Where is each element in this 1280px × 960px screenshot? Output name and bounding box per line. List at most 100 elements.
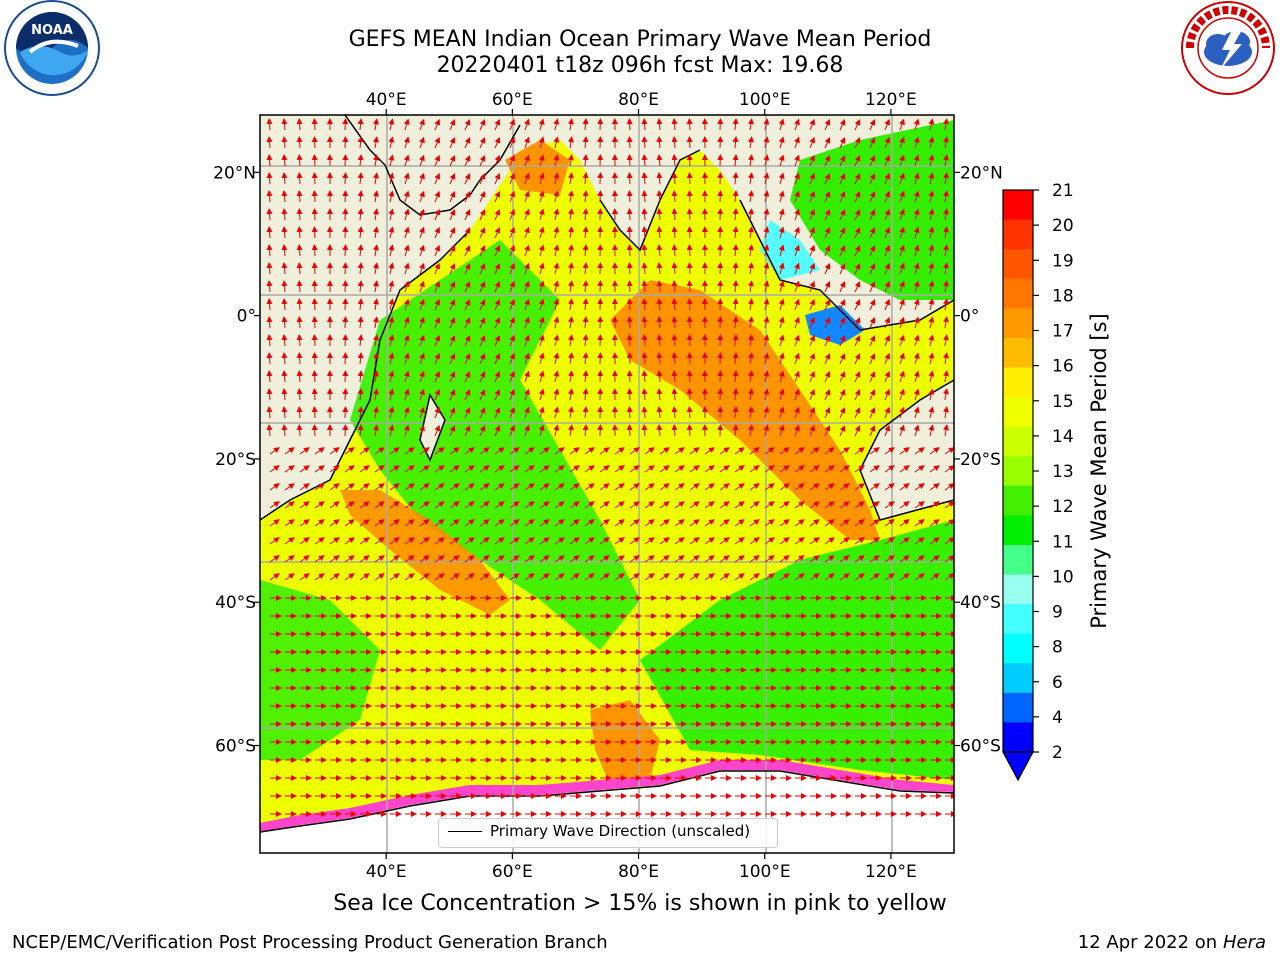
wave-direction-arrow [359, 447, 370, 455]
wave-direction-arrow [854, 281, 861, 293]
wave-direction-arrow [763, 406, 770, 419]
wave-direction-arrow [763, 316, 770, 329]
wave-direction-arrow [732, 136, 739, 149]
wave-direction-arrow [434, 172, 441, 185]
wave-direction-arrow [342, 334, 349, 347]
wave-direction-arrow [388, 262, 395, 275]
wave-direction-arrow [641, 406, 648, 419]
wave-direction-arrow [388, 226, 395, 239]
wave-direction-arrow [524, 298, 530, 311]
wave-direction-arrow [434, 447, 445, 455]
wave-direction-arrow [311, 388, 318, 401]
wave-direction-arrow [494, 370, 501, 383]
wave-direction-arrow [671, 190, 678, 203]
wave-direction-arrow [524, 334, 530, 347]
wave-direction-arrow [567, 424, 574, 437]
wave-direction-arrow [388, 136, 395, 149]
wave-direction-arrow [464, 209, 471, 221]
wave-direction-arrow [342, 244, 349, 257]
wave-direction-arrow [626, 406, 633, 419]
wave-direction-arrow [794, 262, 800, 275]
wave-direction-arrow [357, 406, 364, 419]
wave-direction-arrow [509, 370, 516, 383]
lon-ticks-bottom: 40°E 60°E 80°E 100°E 120°E [366, 853, 917, 882]
wave-direction-arrow [884, 298, 891, 311]
wave-direction-arrow [524, 118, 530, 131]
wave-direction-arrow [656, 280, 663, 293]
wave-direction-arrow [296, 352, 303, 365]
wave-direction-arrow [763, 172, 770, 185]
wave-direction-arrow [538, 136, 545, 149]
wave-direction-arrow [778, 352, 785, 365]
wave-direction-arrow [524, 370, 530, 383]
wave-direction-arrow [747, 154, 754, 167]
wave-direction-arrow [778, 262, 785, 275]
wave-direction-arrow [464, 371, 471, 383]
wave-direction-arrow [403, 334, 410, 347]
wave-direction-arrow [388, 352, 395, 365]
wave-direction-arrow [479, 227, 486, 239]
wave-direction-arrow [763, 208, 770, 221]
wave-direction-arrow [763, 226, 770, 239]
wave-direction-arrow [732, 406, 739, 419]
wave-direction-arrow [943, 118, 949, 131]
wave-direction-arrow [359, 465, 370, 473]
colorbar-segment [1003, 574, 1033, 605]
period-zone-orange-arabian [505, 140, 570, 195]
wave-direction-arrow [626, 154, 633, 167]
wave-direction-arrow [824, 424, 831, 437]
wave-direction-arrow [404, 447, 415, 455]
wave-direction-arrow [943, 388, 949, 401]
wave-direction-arrow [764, 447, 775, 455]
wave-direction-arrow [686, 406, 693, 419]
wave-direction-arrow [626, 136, 633, 149]
wave-direction-arrow [449, 299, 456, 311]
wave-direction-arrow [778, 406, 785, 419]
wave-direction-arrow [656, 172, 663, 185]
wave-direction-arrow [281, 190, 288, 203]
wave-direction-arrow [884, 447, 895, 455]
wave-direction-arrow [869, 209, 876, 221]
wave-direction-arrow [839, 245, 846, 257]
wave-direction-arrow [388, 208, 395, 221]
wave-direction-arrow [281, 172, 288, 185]
wave-direction-arrow [686, 370, 693, 383]
wave-direction-arrow [567, 406, 574, 419]
chart-title: GEFS MEAN Indian Ocean Primary Wave Mean… [348, 27, 932, 52]
wave-direction-arrow [567, 388, 574, 401]
wave-direction-arrow [747, 226, 754, 239]
wave-direction-arrow [824, 136, 831, 149]
lat-tick-label-left: 60°S [215, 737, 256, 757]
wave-direction-arrow [538, 154, 545, 167]
colorbar-segment [1003, 663, 1033, 694]
wave-direction-arrow [281, 262, 288, 275]
wave-direction-arrow [524, 172, 530, 185]
wave-direction-arrow [553, 262, 560, 275]
wave-direction-arrow [763, 280, 770, 293]
colorbar-label: Primary Wave Mean Period [s] [1087, 313, 1111, 629]
wave-direction-arrow [641, 298, 648, 311]
wave-direction-arrow [266, 226, 273, 239]
wave-direction-arrow [763, 334, 770, 347]
wave-direction-arrow [929, 447, 940, 455]
wave-direction-arrow [884, 352, 891, 365]
wave-direction-arrow [809, 388, 816, 401]
wave-direction-arrow [809, 118, 816, 131]
wave-direction-arrow [553, 118, 560, 131]
lat-tick-label-right: 20°N [960, 163, 1003, 183]
wave-direction-arrow [567, 244, 574, 257]
wave-direction-arrow [509, 118, 516, 131]
lat-tick-label-left: 0° [237, 307, 256, 327]
colorbar-tick-label: 13 [1052, 462, 1074, 482]
wave-direction-arrow [747, 406, 754, 419]
wave-direction-arrow [479, 263, 486, 275]
wave-direction-arrow [554, 447, 565, 455]
wave-direction-arrow [824, 334, 831, 347]
wave-direction-arrow [509, 190, 516, 203]
wave-direction-arrow [494, 298, 501, 311]
wave-direction-arrow [494, 447, 505, 455]
wave-direction-arrow [809, 406, 816, 419]
wave-direction-arrow [509, 316, 516, 329]
wave-direction-arrow [567, 190, 574, 203]
wave-direction-arrow [794, 316, 800, 329]
